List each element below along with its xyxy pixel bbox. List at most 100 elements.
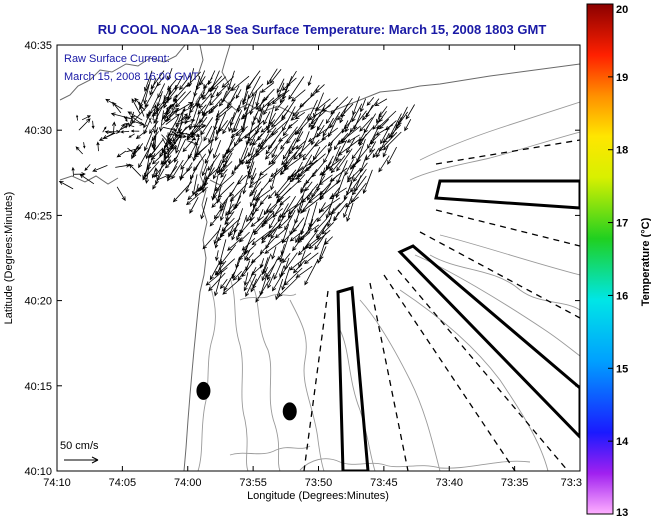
current-vector — [217, 181, 235, 199]
colorbar-tick-label: 16 — [616, 290, 628, 302]
current-vector — [179, 166, 193, 179]
current-vector — [315, 217, 332, 239]
current-vector — [249, 131, 258, 147]
current-vector — [264, 139, 283, 160]
current-vector — [304, 181, 313, 192]
current-vector — [267, 127, 286, 150]
y-tick-label: 40:25 — [24, 210, 52, 222]
current-vector — [251, 230, 272, 246]
current-vector — [336, 148, 353, 172]
current-vector — [288, 145, 298, 155]
y-axis-label: Latitude (Degrees:Minutes) — [3, 192, 15, 325]
current-vector — [234, 118, 241, 133]
current-vector — [96, 141, 100, 152]
current-vector — [208, 272, 226, 292]
x-tick-label: 73:45 — [370, 477, 398, 489]
current-vector — [301, 183, 319, 204]
current-vector — [251, 83, 264, 97]
current-vector — [241, 238, 256, 251]
current-vector — [352, 96, 360, 116]
current-vector — [219, 197, 228, 222]
current-vector — [244, 119, 265, 139]
current-vector — [261, 221, 278, 244]
current-vector — [280, 151, 298, 176]
current-vector — [333, 203, 348, 222]
current-vector — [227, 237, 243, 251]
current-vector — [243, 97, 249, 112]
current-vector — [228, 222, 240, 237]
current-vector — [249, 181, 262, 197]
current-vector — [162, 126, 178, 132]
current-vector — [297, 224, 320, 240]
current-vector — [343, 120, 352, 129]
current-vector — [296, 159, 318, 178]
current-vector — [279, 236, 289, 263]
current-vector — [219, 218, 241, 237]
current-vector — [120, 130, 130, 134]
current-vector — [128, 111, 135, 128]
current-vector — [265, 264, 276, 278]
current-vector — [221, 217, 235, 232]
current-vector — [211, 76, 227, 90]
current-vector — [283, 153, 306, 171]
current-vector — [135, 130, 147, 140]
current-vector — [274, 229, 285, 239]
current-vector — [152, 104, 158, 120]
current-vector — [308, 201, 318, 228]
current-vector — [148, 120, 159, 135]
current-vector — [203, 77, 213, 89]
current-vector — [180, 153, 193, 170]
current-vector — [174, 138, 186, 163]
current-vector — [144, 168, 150, 184]
current-vector — [269, 204, 278, 214]
x-tick-label: 74:00 — [174, 477, 202, 489]
current-vector — [166, 144, 172, 165]
current-vector — [382, 145, 389, 158]
current-vector — [233, 153, 250, 171]
current-vector — [327, 127, 346, 147]
current-vector — [240, 105, 257, 120]
current-vector — [267, 272, 275, 289]
current-vector — [189, 91, 205, 114]
current-vector — [276, 78, 285, 94]
current-vector — [248, 173, 268, 188]
current-vector — [152, 135, 157, 153]
current-vector — [322, 117, 334, 137]
current-vector — [218, 83, 236, 107]
chart-title: RU COOL NOAA−18 Sea Surface Temperature:… — [98, 22, 547, 37]
current-vector — [245, 274, 257, 298]
current-vector — [359, 117, 373, 132]
current-vector — [245, 117, 255, 146]
current-vector — [79, 173, 95, 185]
current-vector — [221, 76, 235, 88]
current-vector — [128, 133, 135, 138]
current-vector — [329, 111, 341, 129]
current-vector — [378, 110, 387, 123]
current-vector — [340, 103, 354, 118]
current-vector — [243, 272, 249, 287]
current-vector — [369, 141, 377, 154]
current-vector — [244, 249, 251, 261]
current-vector — [250, 167, 257, 181]
current-vector — [111, 121, 117, 134]
current-vector — [300, 208, 310, 236]
current-vector — [186, 186, 208, 206]
current-vector — [282, 138, 297, 160]
current-vector — [255, 133, 270, 157]
colorbar-tick-label: 13 — [616, 507, 628, 518]
current-vector — [362, 98, 380, 121]
current-vector — [289, 252, 312, 271]
current-vector — [227, 139, 243, 154]
current-vector — [156, 91, 163, 108]
current-vector — [182, 138, 195, 153]
current-vector — [252, 273, 262, 290]
current-vector — [154, 167, 159, 181]
current-vector — [294, 111, 306, 120]
current-vector — [190, 132, 201, 137]
current-vector — [215, 83, 230, 97]
transect-overlays — [303, 139, 580, 471]
bathymetry-contours — [197, 101, 580, 471]
current-vector — [105, 98, 123, 110]
current-vector — [275, 278, 284, 301]
current-vector — [156, 75, 165, 87]
